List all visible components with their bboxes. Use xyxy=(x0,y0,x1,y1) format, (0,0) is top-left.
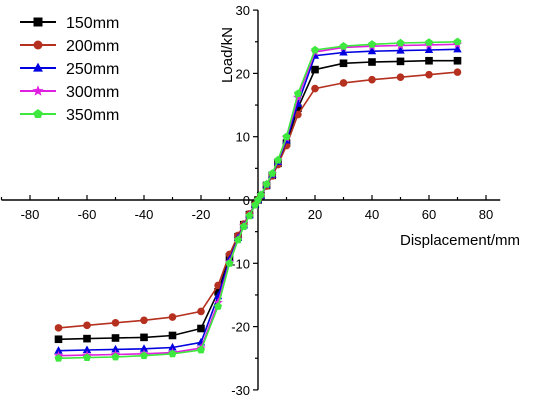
marker-triangle xyxy=(453,44,462,53)
marker-pentagon xyxy=(396,38,405,47)
marker-pentagon xyxy=(293,89,302,97)
marker-pentagon xyxy=(282,132,291,141)
marker-pentagon xyxy=(54,354,63,362)
marker-pentagon xyxy=(311,45,319,54)
marker-star xyxy=(32,85,44,96)
y-tick-label: 0 xyxy=(243,193,250,208)
legend-item: 200mm xyxy=(20,38,119,55)
marker-circle xyxy=(368,75,376,84)
legend-label: 300mm xyxy=(66,84,119,101)
marker-pentagon xyxy=(214,302,223,310)
marker-square xyxy=(140,333,148,342)
marker-circle xyxy=(339,79,348,87)
marker-pentagon xyxy=(168,349,177,358)
legend-item: 150mm xyxy=(20,15,119,32)
marker-circle xyxy=(396,73,405,81)
marker-triangle xyxy=(111,344,120,353)
x-tick-label: 40 xyxy=(365,207,379,222)
marker-star xyxy=(213,297,223,307)
x-tick-label: -40 xyxy=(135,207,154,222)
marker-square xyxy=(111,334,120,342)
marker-triangle xyxy=(396,46,405,54)
marker-circle xyxy=(453,68,462,76)
marker-pentagon xyxy=(239,222,248,230)
marker-square xyxy=(33,17,43,27)
x-tick-label: 80 xyxy=(479,207,493,222)
marker-circle xyxy=(140,316,148,325)
marker-circle xyxy=(168,313,177,321)
legend-item: 250mm xyxy=(20,61,119,78)
legend-label: 350mm xyxy=(66,107,119,124)
y-tick-label: -30 xyxy=(231,383,250,398)
marker-pentagon xyxy=(225,259,234,267)
marker-circle xyxy=(214,281,222,290)
marker-square xyxy=(311,65,319,74)
y-tick-label: 10 xyxy=(236,130,250,145)
marker-circle xyxy=(197,307,205,316)
marker-triangle xyxy=(424,45,434,54)
marker-square xyxy=(294,104,302,113)
marker-pentagon xyxy=(111,352,120,361)
marker-triangle xyxy=(82,345,92,354)
marker-square xyxy=(453,56,462,65)
marker-triangle xyxy=(54,346,63,354)
legend-item: 350mm xyxy=(20,107,119,124)
x-tick-label: -80 xyxy=(21,207,40,222)
marker-pentagon xyxy=(268,169,277,177)
marker-square xyxy=(197,324,205,333)
x-axis-title: Displacement/mm xyxy=(400,232,520,249)
legend-item: 300mm xyxy=(20,84,119,101)
marker-circle xyxy=(83,321,91,330)
axes: -80 -60 -40 -20 20 40 60 80 -30 -20 -10 0 10 20 30 Disp… xyxy=(0,3,520,398)
marker-pentagon xyxy=(453,37,462,46)
marker-triangle xyxy=(339,47,348,56)
series-350mm xyxy=(54,37,462,362)
marker-square xyxy=(83,334,91,343)
marker-triangle xyxy=(139,344,149,352)
legend-label: 150mm xyxy=(66,15,119,32)
marker-triangle xyxy=(168,342,177,351)
marker-circle xyxy=(111,319,120,327)
y-tick-label: -20 xyxy=(231,320,250,335)
marker-pentagon xyxy=(140,351,148,360)
marker-square xyxy=(54,335,63,344)
marker-circle xyxy=(33,40,43,50)
marker-pentagon xyxy=(262,180,271,188)
legend-label: 250mm xyxy=(66,61,119,78)
y-axis-title: Load/kN xyxy=(219,27,236,83)
legend: 150mm 200mm 250mm 300mm 350mm xyxy=(20,15,119,124)
marker-pentagon xyxy=(368,40,376,48)
marker-pentagon xyxy=(274,155,282,164)
marker-circle xyxy=(425,70,433,79)
marker-circle xyxy=(294,110,302,119)
y-tick-label: -10 xyxy=(231,256,250,271)
marker-square xyxy=(339,59,348,68)
marker-pentagon xyxy=(245,211,254,220)
y-tick-label: 20 xyxy=(236,66,250,81)
marker-square xyxy=(368,58,376,66)
x-tick-label: -20 xyxy=(192,207,211,222)
x-tick-label: 20 xyxy=(308,207,322,222)
x-tick-label: 60 xyxy=(422,207,436,222)
marker-square xyxy=(425,56,433,65)
marker-pentagon xyxy=(234,235,242,244)
marker-pentagon xyxy=(339,42,348,50)
marker-triangle xyxy=(367,46,377,55)
marker-circle xyxy=(54,324,63,332)
y-tick-label: 30 xyxy=(236,3,250,18)
x-tick-label: -60 xyxy=(78,207,97,222)
legend-label: 200mm xyxy=(66,38,119,55)
marker-pentagon xyxy=(33,109,43,118)
marker-square xyxy=(396,57,405,66)
marker-square xyxy=(168,331,177,340)
marker-pentagon xyxy=(256,190,265,199)
marker-pentagon xyxy=(197,345,205,354)
marker-circle xyxy=(311,84,319,93)
marker-triangle xyxy=(33,62,43,72)
marker-pentagon xyxy=(425,38,433,46)
marker-pentagon xyxy=(83,353,91,361)
series-layer xyxy=(53,37,463,362)
